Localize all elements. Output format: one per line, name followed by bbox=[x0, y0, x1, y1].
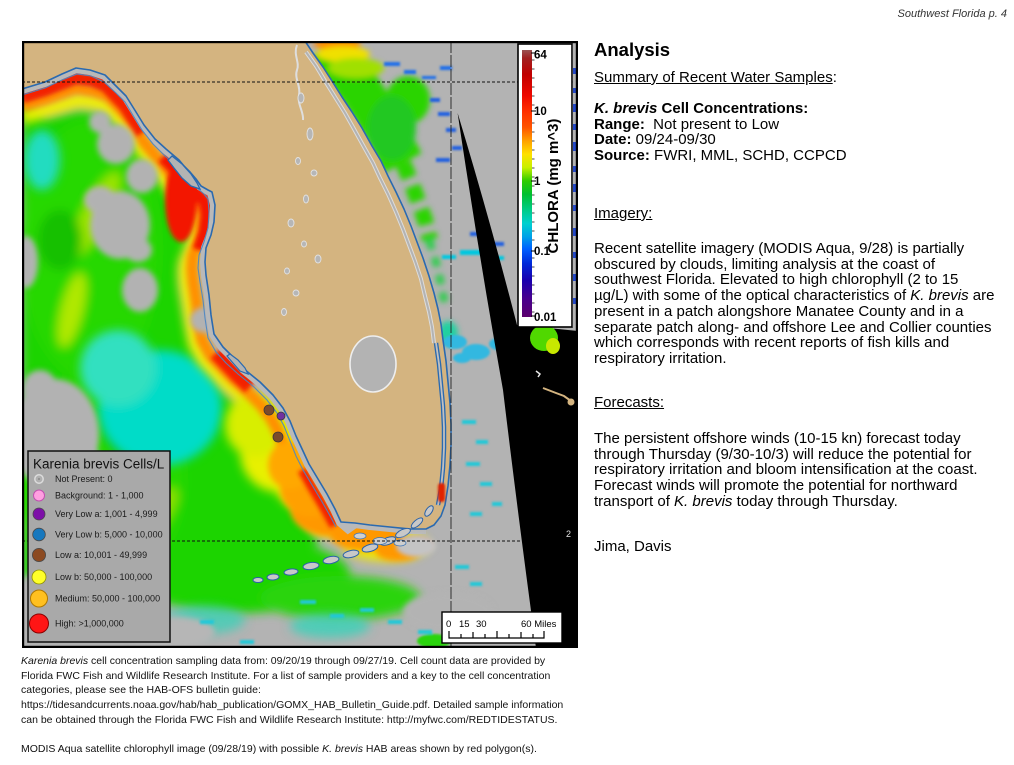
svg-text:Not Present: 0: Not Present: 0 bbox=[55, 474, 113, 484]
svg-text:Very Low a: 1,001 - 4,999: Very Low a: 1,001 - 4,999 bbox=[55, 509, 158, 519]
svg-text:30: 30 bbox=[476, 619, 487, 630]
svg-text:2: 2 bbox=[566, 529, 571, 539]
svg-text:1: 1 bbox=[534, 176, 541, 188]
svg-text:Karenia brevis Cells/L: Karenia brevis Cells/L bbox=[33, 457, 165, 472]
svg-text:0: 0 bbox=[446, 619, 451, 630]
svg-text:Low a: 10,001 - 49,999: Low a: 10,001 - 49,999 bbox=[55, 550, 147, 560]
svg-text:15: 15 bbox=[459, 619, 470, 630]
svg-text:Medium: 50,000 - 100,000: Medium: 50,000 - 100,000 bbox=[55, 594, 160, 604]
svg-text:Background: 1 - 1,000: Background: 1 - 1,000 bbox=[55, 491, 144, 501]
svg-text:Low b: 50,000 - 100,000: Low b: 50,000 - 100,000 bbox=[55, 572, 152, 582]
svg-text:10: 10 bbox=[534, 106, 547, 118]
svg-text:0.1: 0.1 bbox=[534, 246, 551, 258]
svg-text:60 Miles: 60 Miles bbox=[521, 619, 557, 630]
svg-text:64: 64 bbox=[534, 50, 547, 62]
svg-text:High: >1,000,000: High: >1,000,000 bbox=[55, 619, 124, 629]
svg-text:0.01: 0.01 bbox=[534, 312, 557, 324]
svg-text:Very Low b: 5,000 - 10,000: Very Low b: 5,000 - 10,000 bbox=[55, 530, 163, 540]
svg-text:CHLORA (mg m^3): CHLORA (mg m^3) bbox=[545, 119, 562, 254]
